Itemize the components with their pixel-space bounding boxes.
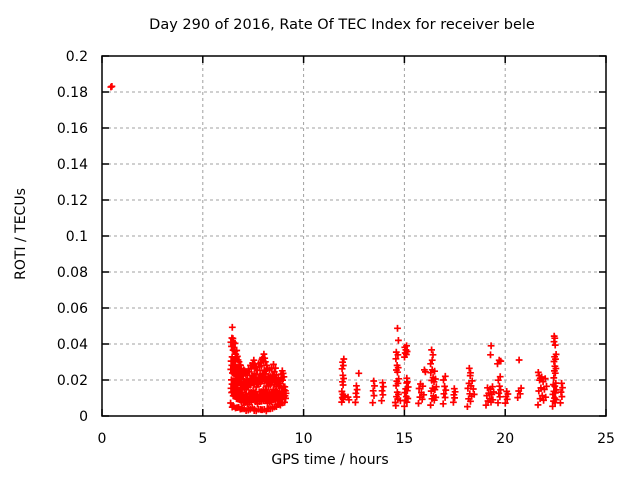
x-tick-label: 5 [198, 431, 207, 447]
x-tick-label: 0 [98, 431, 107, 447]
y-tick-label: 0.08 [57, 265, 88, 281]
x-tick-label: 25 [597, 431, 615, 447]
y-tick-label: 0.14 [57, 157, 88, 173]
y-tick-label: 0.1 [66, 229, 88, 245]
scatter-series [107, 83, 566, 415]
y-tick-label: 0.06 [57, 301, 88, 317]
x-tick-label: 15 [395, 431, 413, 447]
plot-border [101, 55, 607, 417]
y-tick-label: 0.12 [57, 193, 88, 209]
x-axis-title: GPS time / hours [271, 452, 389, 468]
y-tick-label: 0.02 [57, 373, 88, 389]
y-tick-label: 0.2 [66, 49, 88, 65]
x-tick-label: 20 [496, 431, 514, 447]
y-tick-label: 0.18 [57, 85, 88, 101]
x-tick-label: 10 [295, 431, 313, 447]
y-tick-label: 0 [79, 409, 88, 425]
chart-title: Day 290 of 2016, Rate Of TEC Index for r… [149, 17, 535, 33]
y-tick-label: 0.04 [57, 337, 88, 353]
y-axis-title: ROTI / TECUs [13, 188, 29, 280]
y-tick-label: 0.16 [57, 121, 88, 137]
